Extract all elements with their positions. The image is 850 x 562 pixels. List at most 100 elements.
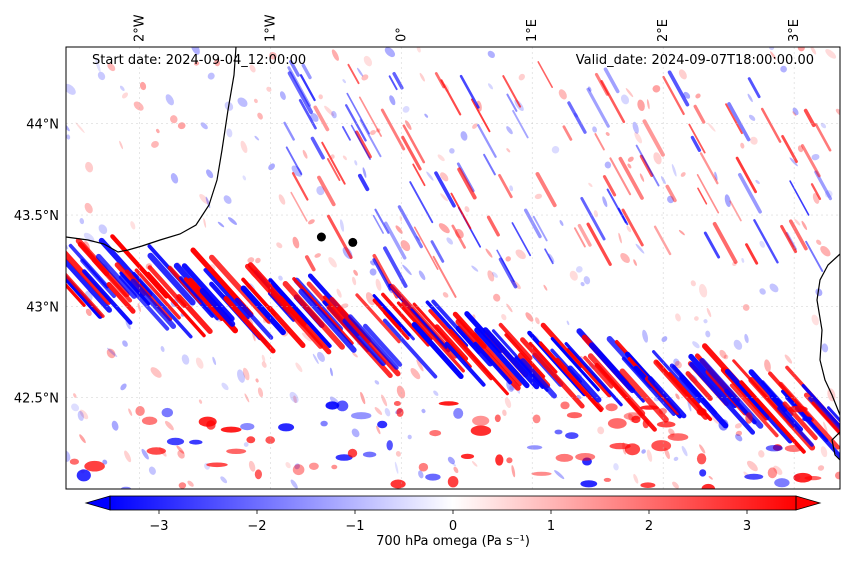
field-speckle	[742, 304, 750, 311]
field-speckle	[340, 303, 349, 309]
field-speckle	[226, 128, 233, 138]
field-streak	[359, 119, 382, 158]
coastlines	[66, 47, 840, 461]
field-speckle	[613, 463, 619, 471]
field-streak	[430, 240, 445, 263]
field-speckle	[554, 429, 563, 435]
field-wave-crest	[597, 350, 645, 403]
field-speckle	[160, 346, 165, 352]
field-speckle	[569, 270, 578, 281]
field-wave-crest	[514, 356, 545, 389]
field-streak	[594, 72, 609, 96]
field-speckle	[237, 369, 245, 383]
field-speckle	[548, 253, 555, 263]
field-speckle	[187, 480, 194, 487]
field-wave-crest	[739, 380, 806, 454]
field-speckle	[745, 412, 753, 424]
field-speckle	[487, 270, 495, 282]
field-speckle	[560, 401, 570, 410]
field-speckle	[119, 85, 125, 92]
field-speckle	[487, 83, 494, 90]
field-speckle	[255, 257, 261, 264]
field-speckle	[588, 182, 593, 188]
field-wave-crest	[66, 282, 86, 307]
field-wave-crest	[203, 268, 250, 320]
field-speckle	[309, 462, 319, 470]
field-speckle	[672, 481, 679, 489]
field-streak	[502, 75, 522, 108]
field-speckle	[119, 140, 124, 150]
longitude-label: 1°W	[263, 14, 278, 42]
field-speckle	[642, 329, 649, 343]
field-speckle	[719, 349, 727, 359]
field-speckle	[699, 444, 706, 454]
field-wave-crest	[298, 288, 357, 353]
field-speckle	[438, 223, 450, 234]
field-speckle	[374, 407, 383, 415]
colorbar-label: 700 hPa omega (Pa s⁻¹)	[376, 534, 530, 549]
field-streak	[603, 67, 620, 94]
field-streak	[696, 174, 720, 214]
field-wave-crest	[199, 287, 236, 327]
field-streak	[283, 121, 295, 141]
field-speckle	[566, 320, 570, 326]
field-streak	[388, 75, 398, 91]
field-speckle	[195, 357, 204, 369]
field-speckle	[405, 120, 412, 130]
field-speckle	[418, 470, 424, 479]
field-speckle	[780, 65, 787, 73]
field-speckle	[220, 426, 242, 433]
field-wave-crest	[811, 401, 840, 436]
field-streak	[434, 72, 446, 89]
field-wave-crest	[555, 357, 604, 411]
field-speckle	[370, 130, 376, 135]
field-speckle	[206, 462, 228, 468]
longitude-label: 2°E	[656, 19, 671, 42]
field-speckle	[254, 135, 260, 141]
field-wave-crest	[434, 324, 469, 361]
field-speckle	[269, 51, 277, 60]
field-speckle	[690, 280, 696, 287]
field-streak	[725, 103, 743, 135]
field-speckle	[295, 362, 303, 373]
field-streak	[814, 170, 833, 201]
field-speckle	[485, 248, 493, 258]
field-streak	[580, 196, 606, 241]
field-streak	[413, 226, 439, 270]
field-speckle	[633, 259, 637, 266]
field-speckle	[554, 470, 565, 480]
field-wave-crest	[179, 276, 219, 321]
field-speckle	[150, 367, 162, 378]
field-streak	[304, 255, 316, 272]
field-speckle	[744, 333, 749, 344]
field-streak	[712, 221, 738, 264]
field-speckle	[194, 61, 200, 66]
field-speckle	[789, 157, 798, 167]
field-speckle	[302, 149, 308, 159]
field-streak	[457, 167, 477, 200]
field-speckle	[291, 165, 303, 177]
field-streak	[544, 248, 554, 265]
field-speckle	[767, 467, 778, 479]
field-speckle	[292, 464, 305, 476]
field-speckle	[176, 445, 185, 454]
field-speckle	[106, 347, 118, 358]
field-speckle	[639, 173, 645, 182]
field-streak	[760, 107, 782, 143]
field-speckle	[452, 462, 456, 467]
field-wave-crest	[91, 258, 133, 303]
field-speckle	[170, 173, 179, 184]
field-streak	[287, 71, 313, 114]
field-speckle	[603, 477, 612, 482]
field-wave-crest	[827, 406, 840, 423]
field-wave-crest	[472, 332, 522, 387]
field-speckle	[627, 156, 634, 163]
field-speckle	[374, 380, 380, 385]
field-speckle	[394, 461, 399, 474]
field-speckle	[85, 161, 94, 173]
field-wave-crest	[342, 318, 387, 367]
field-speckle	[268, 163, 275, 171]
field-wave-crest	[520, 358, 557, 399]
field-speckle	[735, 434, 743, 442]
field-speckle	[583, 276, 591, 285]
